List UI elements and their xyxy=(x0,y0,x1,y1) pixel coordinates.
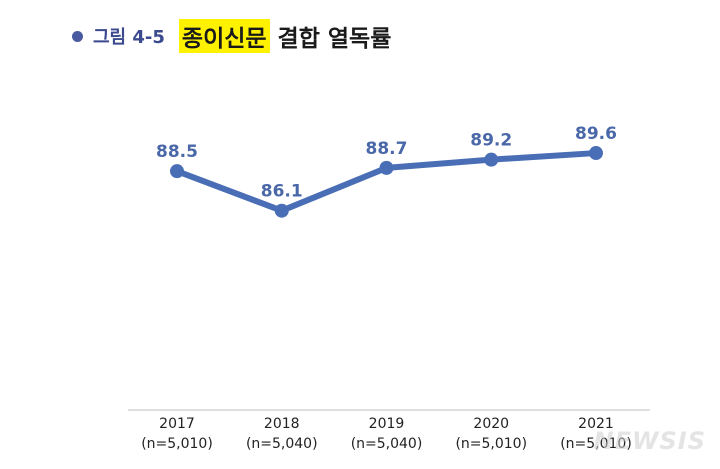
title-rest: 결합 열독률 xyxy=(277,26,392,52)
x-tick-label-2018: 2018 xyxy=(264,416,300,432)
x-tick-labels-group: 2017 (n=5,010) 2018 (n=5,040) 2019 (n=5,040) 2… xyxy=(141,416,632,452)
bullet-icon xyxy=(72,30,83,42)
value-labels-group: 88.5 86.1 88.7 89.2 89.6 xyxy=(156,124,617,202)
x-tick-label-2020: 2020 xyxy=(473,416,509,432)
data-point-2021 xyxy=(589,146,603,161)
x-tick-sample-size-2021: (n=5,010) xyxy=(560,436,632,452)
data-label-2018: 86.1 xyxy=(261,182,303,202)
data-point-2019 xyxy=(379,160,394,175)
x-tick-label-2017: 2017 xyxy=(159,416,195,432)
watermark-logo: NEWSIS xyxy=(593,427,706,455)
data-label-2021: 89.6 xyxy=(575,124,617,144)
x-tick-sample-size-2017: (n=5,010) xyxy=(141,436,213,452)
x-tick-sample-size-2020: (n=5,010) xyxy=(455,436,527,452)
data-point-2017 xyxy=(170,164,184,179)
x-tick-sample-size-2019: (n=5,040) xyxy=(351,436,423,452)
figure-label: 그림 4-5 xyxy=(93,27,165,48)
chart-title-bar: 그림 4-5 종이신문 결합 열독률 xyxy=(72,16,391,56)
title-highlight: 종이신문 xyxy=(178,19,270,53)
data-label-2019: 88.7 xyxy=(366,139,408,159)
markers-group xyxy=(170,146,603,218)
x-tick-sample-size-2018: (n=5,040) xyxy=(246,436,318,452)
x-tick-label-2021: 2021 xyxy=(578,416,614,432)
data-label-2020: 89.2 xyxy=(470,131,512,151)
data-point-2018 xyxy=(274,203,289,218)
data-point-2020 xyxy=(484,152,499,167)
x-tick-label-2019: 2019 xyxy=(369,416,405,432)
data-label-2017: 88.5 xyxy=(156,142,198,162)
